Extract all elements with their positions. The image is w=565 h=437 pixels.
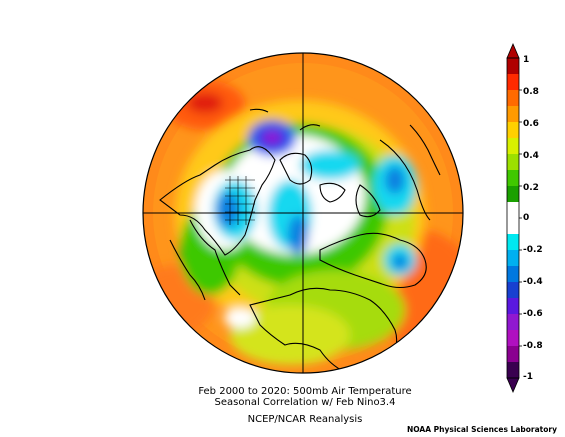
colorbar-segment	[507, 202, 519, 219]
colorbar-segment	[507, 298, 519, 315]
colorbar-label: 0.8	[523, 87, 539, 97]
colorbar-label: -0.2	[523, 245, 543, 255]
colorbar-segment	[507, 90, 519, 107]
colorbar-segment	[507, 170, 519, 187]
colorbar-label: 0.2	[523, 183, 539, 193]
colorbar-segment	[507, 106, 519, 123]
colorbar-label: -1	[523, 372, 533, 382]
colorbar-segment	[507, 250, 519, 267]
colorbar-segment	[507, 186, 519, 203]
colorbar-segment	[507, 138, 519, 155]
colorbar-label: -0.4	[523, 277, 543, 287]
colorbar-label: -0.6	[523, 309, 543, 319]
colorbar-segment	[507, 234, 519, 251]
colorbar-label: 0.4	[523, 151, 539, 161]
correlation-field	[143, 53, 463, 373]
colorbar-segment	[507, 154, 519, 171]
colorbar-segment	[507, 362, 519, 379]
colorbar-label: 0.6	[523, 119, 539, 129]
colorbar-segment	[507, 266, 519, 283]
map-subtitle: NCEP/NCAR Reanalysis	[247, 414, 363, 425]
map-title-line2: Seasonal Correlation w/ Feb Nino3.4	[214, 397, 396, 408]
colorbar-label: 0	[523, 213, 530, 223]
colorbar-segment	[507, 58, 519, 75]
greenland-hatch	[225, 176, 255, 225]
colorbar-min-arrow	[506, 377, 520, 394]
colorbar-segment	[507, 346, 519, 363]
colorbar	[506, 42, 522, 394]
colorbar-segment	[507, 122, 519, 139]
colorbar-segment	[507, 282, 519, 299]
colorbar-segment	[507, 74, 519, 91]
map-title: Feb 2000 to 2020: 500mb Air Temperature	[198, 386, 412, 397]
colorbar-label: -0.8	[523, 341, 543, 351]
colorbar-label: 1	[523, 55, 530, 65]
colorbar-segment	[507, 330, 519, 347]
colorbar-max-arrow	[506, 42, 520, 59]
colorbar-segment	[507, 314, 519, 331]
credit-label: NOAA Physical Sciences Laboratory	[406, 425, 557, 434]
colorbar-segment	[507, 218, 519, 235]
